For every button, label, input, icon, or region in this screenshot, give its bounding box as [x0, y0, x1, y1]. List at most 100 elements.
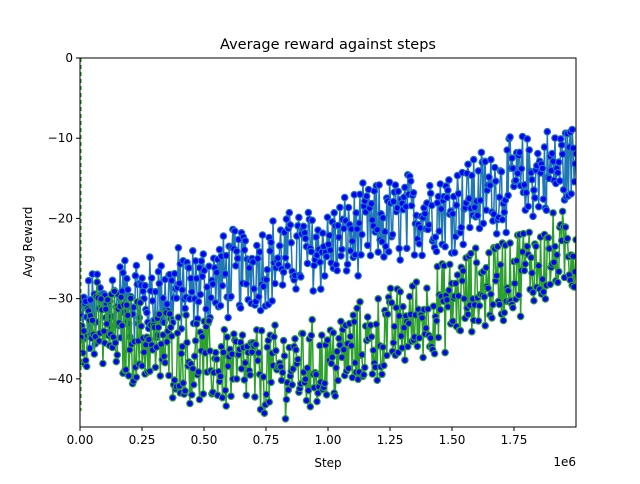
- data-point: [358, 350, 366, 359]
- data-point: [178, 285, 187, 294]
- data-point: [380, 253, 388, 261]
- data-point: [418, 313, 426, 322]
- data-point: [230, 330, 238, 338]
- x-tick-label: 1.75: [501, 433, 528, 447]
- data-point: [189, 364, 197, 373]
- data-point: [356, 297, 364, 306]
- data-point: [532, 242, 540, 251]
- data-point: [103, 295, 112, 304]
- data-point: [194, 297, 203, 306]
- data-point: [196, 290, 205, 299]
- data-point: [423, 284, 431, 293]
- y-tick-label: 0: [65, 51, 73, 65]
- data-point: [194, 368, 203, 376]
- data-point: [240, 376, 249, 384]
- y-axis-label: Avg Reward: [21, 207, 35, 278]
- x-tick-label: 1.50: [439, 433, 466, 447]
- data-point: [384, 247, 393, 256]
- data-point: [523, 242, 532, 251]
- data-point: [335, 233, 343, 242]
- data-point: [172, 294, 181, 302]
- data-point: [523, 135, 532, 143]
- data-point: [177, 349, 186, 358]
- data-point: [332, 364, 340, 372]
- data-point: [488, 314, 496, 322]
- data-point: [486, 181, 494, 190]
- data-point: [251, 393, 259, 401]
- data-point: [227, 292, 235, 301]
- data-point: [550, 258, 558, 267]
- data-point: [155, 279, 164, 288]
- data-point: [335, 334, 343, 343]
- data-point: [307, 331, 316, 340]
- data-point: [146, 367, 154, 376]
- series-1: [80, 207, 576, 423]
- data-point: [339, 224, 348, 233]
- data-point: [444, 186, 452, 195]
- data-point: [358, 230, 366, 239]
- data-point: [363, 241, 372, 250]
- data-point: [170, 376, 179, 384]
- data-point: [367, 332, 376, 341]
- data-point: [241, 237, 250, 245]
- data-point: [389, 197, 398, 206]
- y-tick-label: −30: [48, 292, 73, 306]
- data-point: [362, 192, 371, 201]
- data-point: [240, 246, 249, 254]
- data-point: [356, 190, 364, 199]
- data-point: [379, 214, 387, 222]
- data-point: [259, 282, 268, 291]
- data-point: [318, 229, 327, 238]
- data-point: [516, 312, 525, 321]
- data-point: [316, 285, 325, 293]
- data-point: [366, 251, 375, 260]
- data-point: [556, 135, 565, 143]
- data-point: [238, 331, 247, 339]
- data-point: [511, 176, 520, 185]
- data-point: [382, 351, 391, 360]
- data-point: [322, 390, 331, 399]
- data-point: [498, 215, 507, 224]
- data-point: [218, 281, 227, 290]
- data-point: [401, 183, 409, 192]
- data-point: [221, 386, 230, 395]
- data-point: [155, 310, 164, 319]
- data-point: [303, 364, 312, 372]
- data-point: [496, 260, 505, 269]
- data-point: [553, 168, 562, 177]
- data-point: [303, 259, 312, 268]
- data-point: [544, 234, 553, 242]
- data-point: [338, 353, 346, 362]
- x-tick-label: 0.75: [253, 433, 280, 447]
- data-point: [271, 279, 279, 288]
- data-point: [326, 246, 335, 255]
- data-point: [322, 252, 331, 261]
- data-point: [82, 362, 91, 371]
- data-point: [336, 203, 344, 212]
- data-point: [284, 386, 293, 394]
- data-point: [256, 306, 265, 315]
- data-point: [418, 251, 426, 260]
- data-point: [216, 301, 225, 310]
- data-point: [272, 346, 280, 355]
- data-point: [188, 390, 196, 399]
- data-point: [117, 293, 125, 302]
- data-point: [479, 219, 488, 228]
- data-point: [183, 338, 191, 347]
- data-point: [219, 348, 228, 357]
- data-point: [141, 281, 149, 290]
- data-point: [275, 242, 284, 250]
- data-point: [500, 308, 509, 317]
- data-point: [132, 261, 141, 270]
- data-point: [390, 322, 399, 331]
- data-point: [548, 149, 556, 158]
- data-point: [394, 187, 403, 196]
- data-point: [110, 287, 119, 296]
- data-point: [395, 312, 404, 320]
- data-point: [459, 240, 468, 249]
- data-point: [475, 224, 484, 233]
- data-point: [287, 238, 296, 247]
- data-point: [170, 269, 179, 278]
- data-point: [250, 285, 258, 293]
- data-point: [403, 342, 412, 351]
